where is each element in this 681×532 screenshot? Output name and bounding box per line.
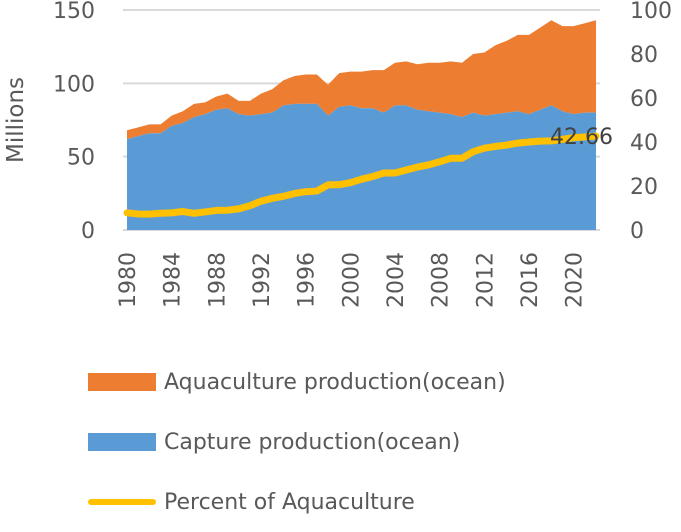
legend: Aquaculture production(ocean) Capture pr…	[88, 352, 506, 532]
legend-item-aquaculture: Aquaculture production(ocean)	[88, 352, 506, 412]
legend-swatch-percent	[88, 499, 156, 505]
x-tick-label-2016: 2016	[518, 252, 543, 308]
legend-label-capture: Capture production(ocean)	[164, 430, 460, 455]
data-label-last-percent: 42.66	[550, 125, 613, 150]
legend-label-percent: Percent of Aquaculture	[164, 490, 415, 515]
y2-tick-label-80: 80	[630, 43, 658, 68]
x-tick-label-2000: 2000	[339, 252, 364, 308]
x-tick-label-2020: 2020	[563, 252, 588, 308]
y2-tick-label-40: 40	[630, 131, 658, 156]
y-axis-title: Millions	[3, 77, 29, 163]
legend-swatch-capture	[88, 433, 156, 451]
legend-swatch-aquaculture	[88, 373, 156, 391]
legend-item-percent: Percent of Aquaculture	[88, 472, 506, 532]
x-tick-label-1984: 1984	[161, 252, 186, 308]
y2-tick-label-100: 100	[630, 0, 672, 24]
y2-tick-label-60: 60	[630, 87, 658, 112]
x-tick-label-2012: 2012	[473, 252, 498, 308]
y2-tick-label-20: 20	[630, 175, 658, 200]
x-tick-label-1988: 1988	[205, 252, 230, 308]
y-tick-label-150: 150	[53, 0, 95, 24]
legend-label-aquaculture: Aquaculture production(ocean)	[164, 370, 506, 395]
x-tick-label-1996: 1996	[295, 252, 320, 308]
x-tick-label-1980: 1980	[116, 252, 141, 308]
x-tick-label-2004: 2004	[384, 252, 409, 308]
y-tick-label-100: 100	[53, 72, 95, 97]
x-tick-label-2008: 2008	[429, 252, 454, 308]
y2-tick-label-0: 0	[630, 219, 644, 244]
legend-item-capture: Capture production(ocean)	[88, 412, 506, 472]
area-series	[127, 20, 596, 230]
x-tick-label-1992: 1992	[250, 252, 275, 308]
y-tick-label-50: 50	[67, 146, 95, 171]
y-tick-label-0: 0	[81, 219, 95, 244]
